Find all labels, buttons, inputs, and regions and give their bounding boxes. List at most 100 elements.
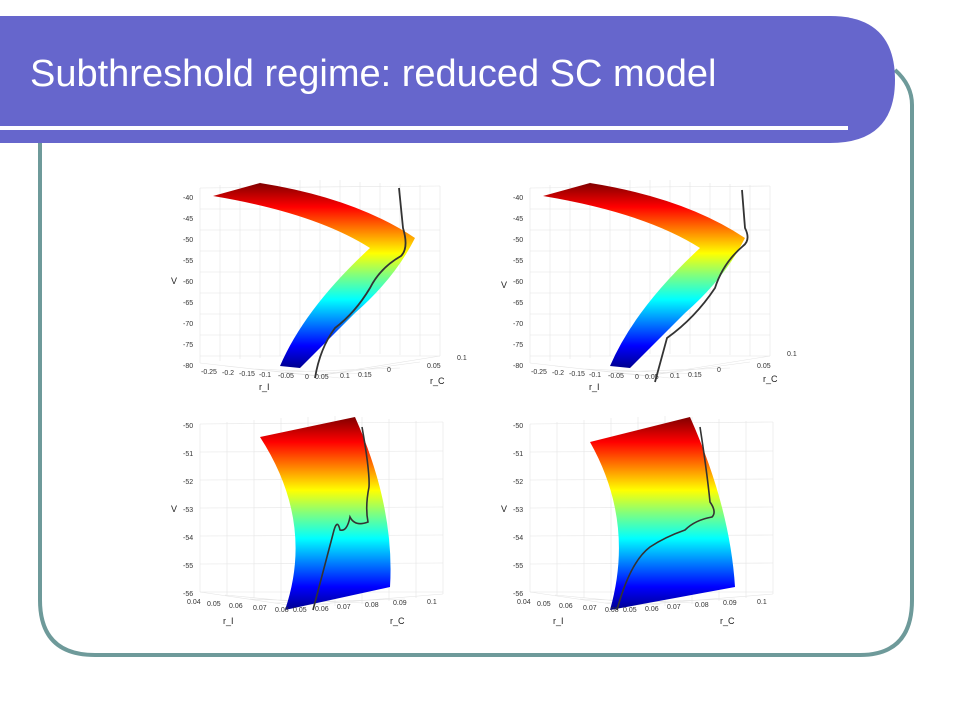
z-tick: -53 — [513, 507, 523, 514]
z-tick: -60 — [513, 279, 523, 286]
x-tick: -0.15 — [239, 371, 255, 378]
trajectory — [314, 187, 407, 379]
z-tick: -50 — [183, 423, 193, 430]
z-axis-label: V — [501, 280, 507, 290]
z-tick: -45 — [183, 216, 193, 223]
title-bar — [0, 16, 895, 143]
z-axis-label: V — [501, 504, 507, 514]
x-axis-label: r_I — [553, 616, 564, 626]
x-tick: -0.05 — [278, 373, 294, 380]
y-tick: 0 — [387, 367, 391, 374]
x-tick: -0.1 — [589, 372, 601, 379]
z-ticks: -40 -45 -50 -55 -60 -65 -70 -75 -80 — [183, 195, 193, 370]
y-axis-label: r_C — [390, 616, 405, 626]
x-tick: 0.08 — [605, 607, 619, 614]
z-tick: -80 — [513, 363, 523, 370]
y-tick: 0.06 — [645, 606, 659, 613]
z-tick: -52 — [183, 479, 193, 486]
z-tick: -60 — [183, 279, 193, 286]
z-tick: -54 — [513, 535, 523, 542]
x-tick: -0.25 — [531, 369, 547, 376]
z-tick: -45 — [513, 216, 523, 223]
z-tick: -51 — [183, 451, 193, 458]
y-axis-label: r_C — [763, 374, 778, 384]
y-tick: 0.1 — [757, 599, 767, 606]
x-tick: -0.2 — [552, 370, 564, 377]
z-tick: -80 — [183, 363, 193, 370]
y-tick: 0 — [717, 367, 721, 374]
y-tick: 0.09 — [393, 600, 407, 607]
y-tick: 0.08 — [695, 602, 709, 609]
chart-bottom-right: -50 -51 -52 -53 -54 -55 -56 0.04 0.05 0.… — [495, 412, 805, 632]
chart-bottom-left: -50 -51 -52 -53 -54 -55 -56 0.04 0.05 0.… — [165, 412, 475, 632]
x-axis-label: r_I — [589, 382, 600, 392]
slide-title: Subthreshold regime: reduced SC model — [30, 53, 717, 95]
x-tick: -0.15 — [569, 371, 585, 378]
z-tick: -50 — [513, 423, 523, 430]
z-axis-label: V — [171, 276, 177, 286]
x-tick: 0.07 — [583, 605, 597, 612]
z-tick: -55 — [183, 258, 193, 265]
z-tick: -65 — [513, 300, 523, 307]
x-tick: 0.04 — [517, 599, 531, 606]
y-tick: 0.05 — [623, 607, 637, 614]
x-tick: 0 — [635, 374, 639, 381]
x-tick: 0.07 — [253, 605, 267, 612]
surface — [213, 183, 415, 368]
y-axis-label: r_C — [430, 376, 445, 386]
z-tick: -75 — [183, 342, 193, 349]
y-ticks: 0 0.05 0.1 — [717, 351, 797, 374]
z-axis-label: V — [171, 504, 177, 514]
x-tick: 0.05 — [315, 374, 329, 381]
y-tick: 0.07 — [667, 604, 681, 611]
z-tick: -50 — [183, 237, 193, 244]
z-tick: -53 — [183, 507, 193, 514]
chart-svg: -40 -45 -50 -55 -60 -65 -70 -75 -80 -0.2… — [501, 180, 797, 392]
x-tick: 0.1 — [340, 373, 350, 380]
x-ticks: -0.25 -0.2 -0.15 -0.1 -0.05 0 0.05 0.1 0… — [201, 369, 372, 381]
x-tick: 0.15 — [688, 372, 702, 379]
x-tick: 0.05 — [537, 601, 551, 608]
chart-svg: -50 -51 -52 -53 -54 -55 -56 0.04 0.05 0.… — [171, 416, 444, 626]
z-tick: -55 — [513, 258, 523, 265]
y-tick: 0.09 — [723, 600, 737, 607]
y-tick: 0.08 — [365, 602, 379, 609]
z-tick: -55 — [183, 563, 193, 570]
x-tick: 0.15 — [358, 372, 372, 379]
z-tick: -52 — [513, 479, 523, 486]
chart-top-left: -40 -45 -50 -55 -60 -65 -70 -75 -80 -0.2… — [165, 178, 475, 398]
trajectory — [616, 426, 715, 611]
chart-svg: -50 -51 -52 -53 -54 -55 -56 0.04 0.05 0.… — [501, 416, 774, 626]
x-tick: -0.25 — [201, 369, 217, 376]
z-ticks: -40 -45 -50 -55 -60 -65 -70 -75 -80 — [513, 195, 523, 370]
content-frame — [38, 68, 914, 657]
x-tick: -0.2 — [222, 370, 234, 377]
x-ticks: 0.04 0.05 0.06 0.07 0.08 — [517, 599, 619, 614]
surface — [590, 417, 735, 610]
surface — [260, 417, 391, 610]
z-ticks: -50 -51 -52 -53 -54 -55 -56 — [183, 423, 193, 598]
z-tick: -40 — [513, 195, 523, 202]
x-axis-label: r_I — [223, 616, 234, 626]
y-tick: 0.06 — [315, 606, 329, 613]
z-tick: -54 — [183, 535, 193, 542]
y-tick: 0.07 — [337, 604, 351, 611]
z-tick: -70 — [183, 321, 193, 328]
x-ticks: -0.25 -0.2 -0.15 -0.1 -0.05 0 0.05 0.1 0… — [531, 369, 702, 381]
x-tick: 0.06 — [229, 603, 243, 610]
x-ticks: 0.04 0.05 0.06 0.07 0.08 — [187, 599, 289, 614]
z-tick: -56 — [183, 591, 193, 598]
x-axis-label: r_I — [259, 382, 270, 392]
y-tick: 0.1 — [457, 355, 467, 362]
y-tick: 0.05 — [293, 607, 307, 614]
x-tick: 0 — [305, 374, 309, 381]
trajectory — [312, 426, 370, 611]
y-ticks: 0.05 0.06 0.07 0.08 0.09 0.1 — [293, 599, 437, 614]
trajectory — [654, 189, 749, 383]
y-tick: 0.05 — [427, 363, 441, 370]
z-tick: -40 — [183, 195, 193, 202]
x-tick: 0.05 — [645, 374, 659, 381]
x-tick: 0.05 — [207, 601, 221, 608]
y-ticks: 0 0.05 0.1 — [387, 355, 467, 374]
x-tick: 0.1 — [670, 373, 680, 380]
